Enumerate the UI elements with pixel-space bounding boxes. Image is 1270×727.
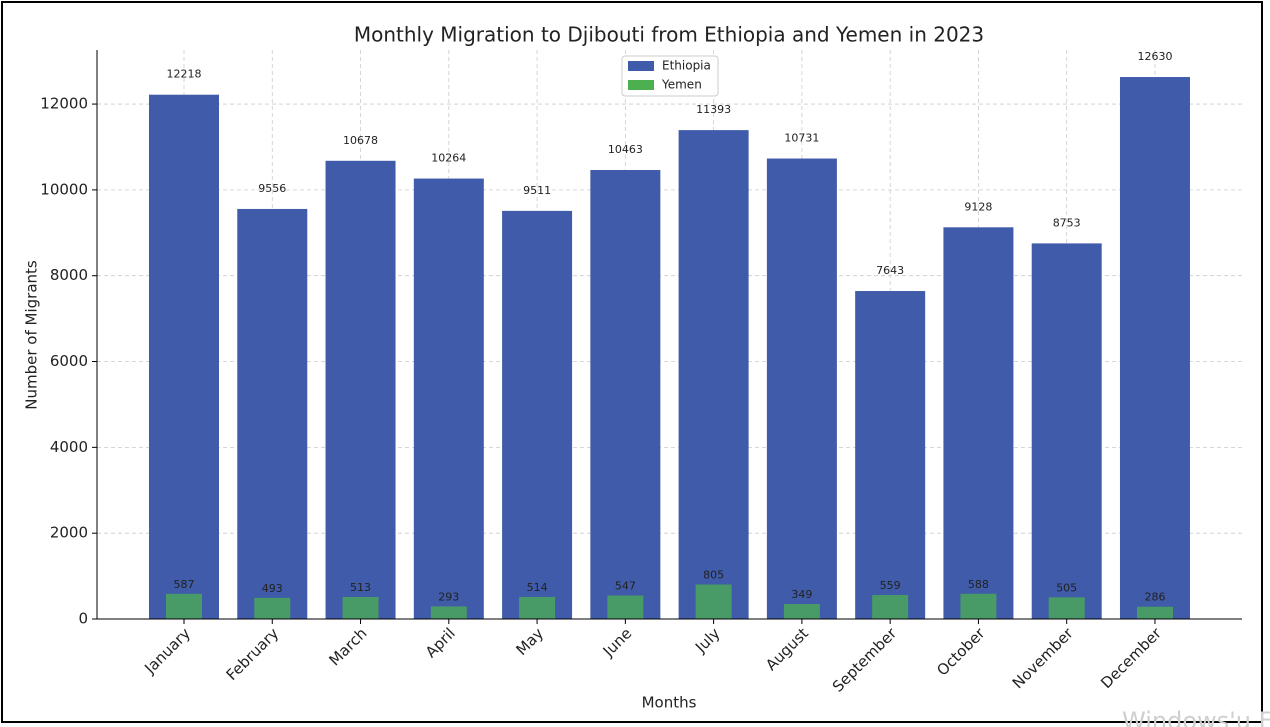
bar <box>166 593 202 619</box>
x-axis-label: Months <box>642 694 697 712</box>
value-label: 505 <box>1056 581 1077 594</box>
value-label: 587 <box>174 578 195 591</box>
value-label: 7643 <box>876 264 904 277</box>
bar <box>678 130 749 619</box>
bar <box>1119 77 1190 619</box>
legend-label: Yemen <box>661 78 702 92</box>
value-label: 11393 <box>696 103 731 116</box>
bar <box>149 94 219 620</box>
bar <box>872 595 909 619</box>
y-axis-label: Number of Migrants <box>23 260 41 410</box>
bar <box>430 606 467 619</box>
bar <box>1048 597 1085 619</box>
bar <box>413 178 484 619</box>
legend-label: Ethiopia <box>662 59 711 73</box>
y-tick-label: 4000 <box>50 438 88 456</box>
value-label: 349 <box>791 588 812 601</box>
bar <box>1031 243 1102 620</box>
value-label: 513 <box>350 581 371 594</box>
value-label: 9556 <box>258 182 286 195</box>
bar <box>695 584 732 619</box>
bar <box>855 291 926 619</box>
value-label: 805 <box>703 568 724 581</box>
value-label: 588 <box>968 578 989 591</box>
bar <box>607 595 644 619</box>
y-tick-label: 6000 <box>50 352 88 370</box>
y-tick-label: 0 <box>78 610 88 628</box>
bar <box>519 596 556 619</box>
y-tick-label: 10000 <box>40 180 88 198</box>
bar <box>502 210 573 619</box>
value-label: 10264 <box>431 152 466 165</box>
value-label: 10731 <box>784 132 819 145</box>
y-tick-label: 8000 <box>50 266 88 284</box>
value-label: 12218 <box>167 68 202 81</box>
value-label: 514 <box>527 581 548 594</box>
bar <box>590 170 661 619</box>
bar <box>237 208 308 619</box>
value-label: 293 <box>438 590 459 603</box>
legend-swatch <box>628 61 654 71</box>
value-label: 286 <box>1144 591 1165 604</box>
legend-swatch <box>628 80 654 90</box>
value-label: 9128 <box>964 200 992 213</box>
value-label: 10463 <box>608 143 643 156</box>
value-label: 547 <box>615 580 636 593</box>
bar <box>960 593 997 619</box>
chart-title: Monthly Migration to Djibouti from Ethio… <box>354 23 984 47</box>
bar <box>342 596 379 619</box>
bar <box>766 158 837 619</box>
y-tick-label: 12000 <box>40 95 88 113</box>
watermark: Windows'u Et <box>1122 707 1270 727</box>
value-label: 12630 <box>1137 50 1172 63</box>
y-tick-label: 2000 <box>50 524 88 542</box>
value-label: 9511 <box>523 184 551 197</box>
bar <box>254 597 291 619</box>
value-label: 493 <box>262 582 283 595</box>
value-label: 559 <box>880 579 901 592</box>
bar <box>783 604 820 619</box>
value-label: 8753 <box>1053 216 1081 229</box>
bar <box>943 227 1014 619</box>
value-label: 10678 <box>343 134 378 147</box>
bar <box>325 160 396 619</box>
bar <box>1136 606 1173 619</box>
